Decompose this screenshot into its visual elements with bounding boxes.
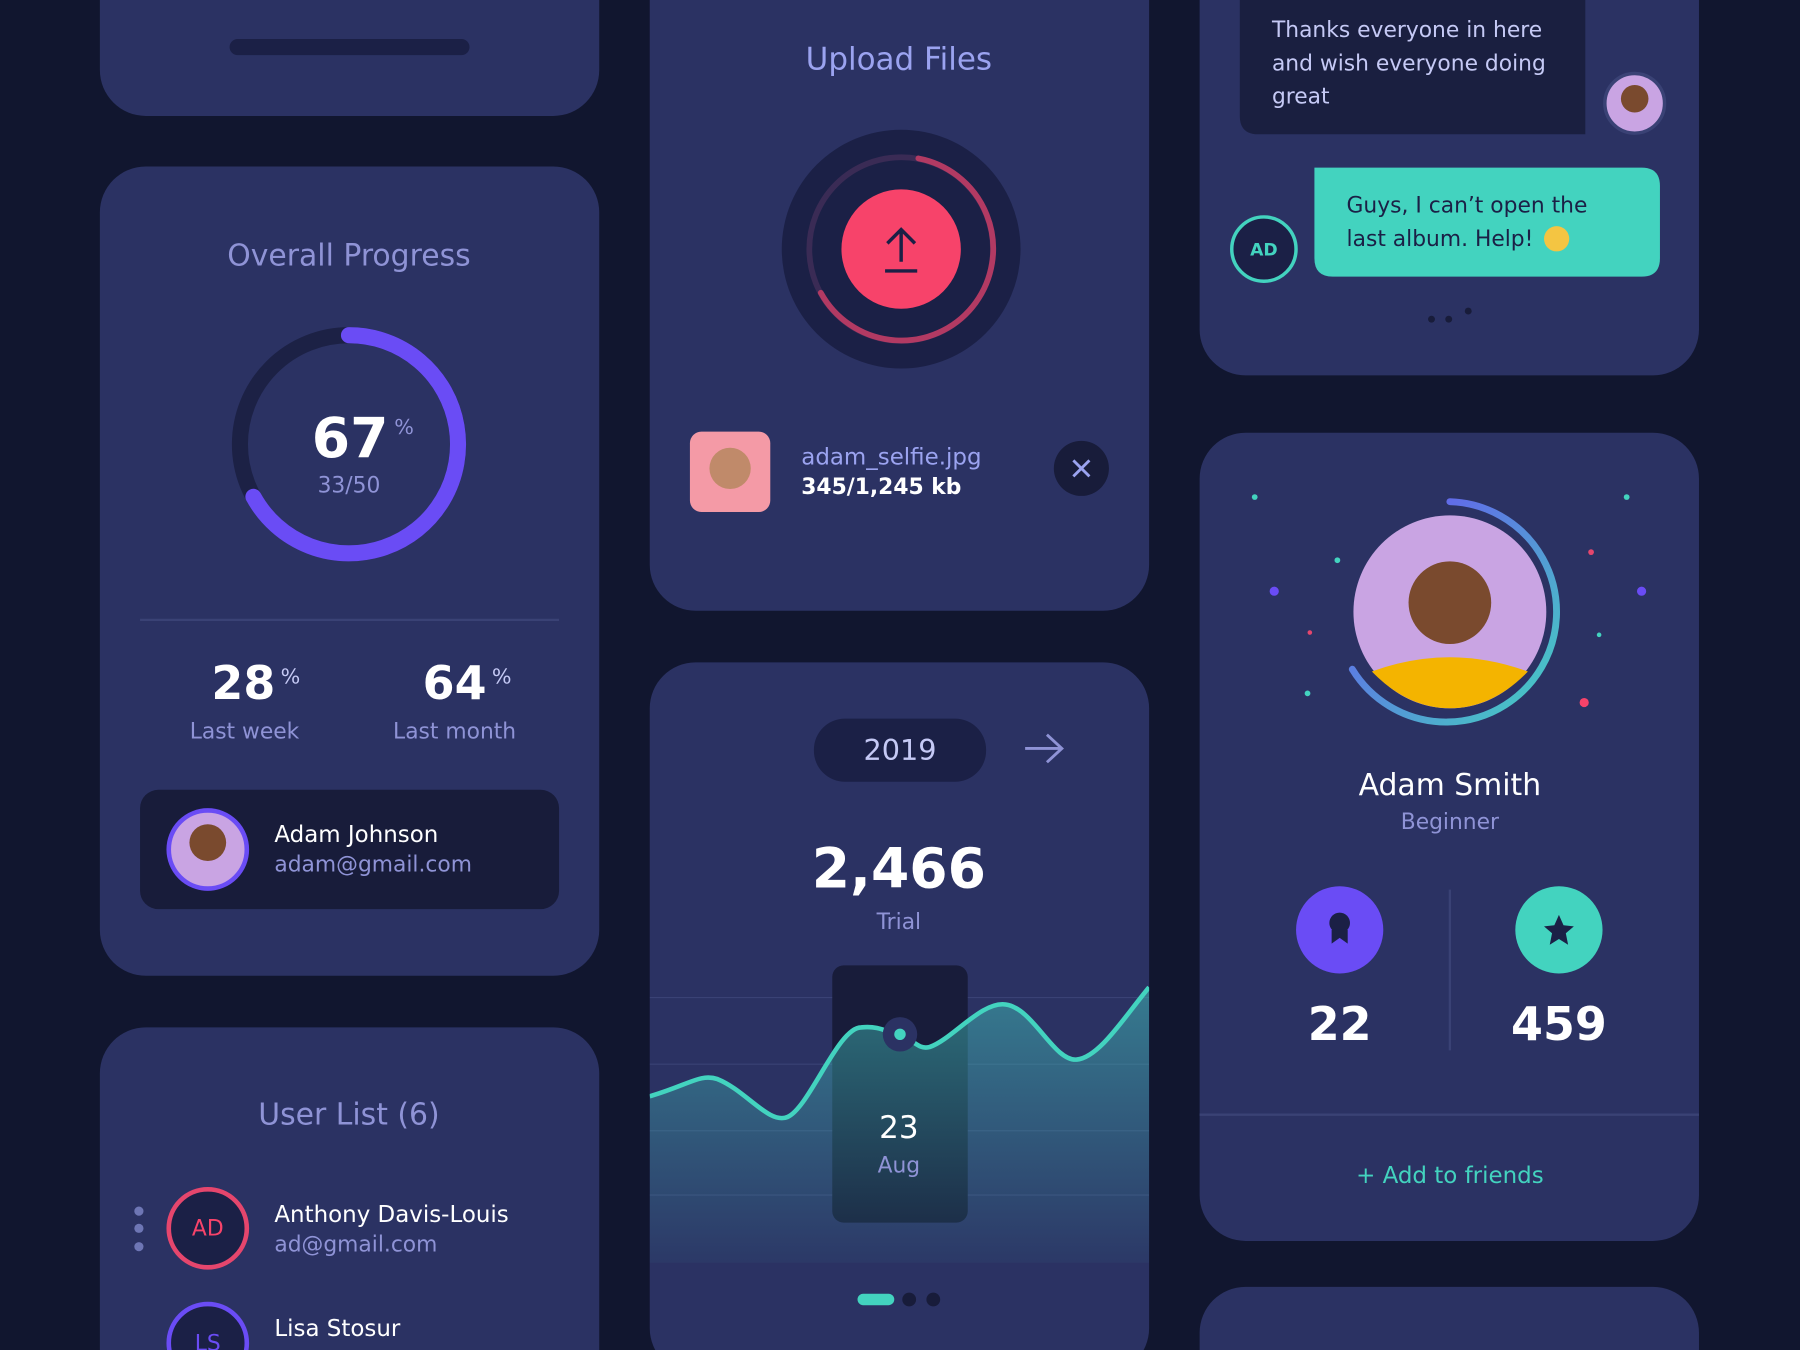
profile-name: Adam Smith: [1359, 768, 1542, 803]
file-progress: 345/1,245 kb: [801, 475, 961, 500]
message-line: great: [1272, 85, 1330, 110]
card: [99, 0, 600, 116]
badge-icon: [1331, 929, 1348, 944]
message-bubble: [1239, 0, 1586, 135]
initials: LS: [195, 1331, 221, 1350]
card: [1199, 1286, 1699, 1350]
shirt: [1371, 657, 1528, 709]
confetti: [1636, 586, 1647, 596]
avatar-face: [1620, 84, 1649, 113]
user-email: adam@gmail.com: [274, 853, 472, 878]
initials: AD: [192, 1216, 224, 1241]
thumbnail-face: [709, 447, 751, 490]
tooltip-month: Aug: [878, 1153, 921, 1178]
confetti: [1588, 549, 1594, 556]
avatar: [1230, 215, 1298, 283]
next-arrow[interactable]: [1025, 733, 1064, 764]
confetti: [1334, 557, 1341, 564]
emoji: [1544, 226, 1570, 252]
year-pill[interactable]: [813, 718, 987, 782]
file-name: adam_selfie.jpg: [801, 445, 981, 471]
title: Upload Files: [806, 41, 992, 77]
trend-chart: [649, 965, 1150, 1263]
star-icon: [1544, 914, 1574, 945]
page-dot[interactable]: [926, 1292, 941, 1307]
confetti: [1579, 697, 1589, 708]
percent: 67: [312, 406, 389, 470]
total: 2,466: [812, 837, 986, 901]
profile-card: [1199, 432, 1699, 1241]
tooltip-day: 23: [879, 1110, 918, 1146]
badge-icon: [1329, 912, 1350, 934]
message-line: last album. Help!: [1347, 227, 1534, 252]
title: User List (6): [258, 1097, 439, 1132]
typing-dot: [1428, 315, 1435, 323]
user-email: ad@gmail.com: [274, 1233, 437, 1258]
avatar: [166, 1186, 250, 1270]
area: [649, 987, 1150, 1263]
bar: [229, 39, 470, 56]
add-friend[interactable]: + Add to friends: [1356, 1163, 1544, 1189]
dot: [134, 1206, 144, 1216]
title: Overall Progress: [227, 239, 470, 274]
typing-dot: [1445, 315, 1453, 323]
profile-ring: [1348, 498, 1560, 726]
year: 2019: [863, 733, 936, 767]
unit: %: [492, 664, 512, 688]
confetti: [1269, 586, 1279, 596]
close-icon: [1072, 459, 1091, 478]
initials: AD: [1250, 240, 1278, 260]
user-box[interactable]: [140, 789, 560, 910]
stat-label: Last week: [190, 719, 300, 744]
upload-icon: [885, 227, 918, 273]
user-list-card: [99, 1027, 600, 1350]
stat: 28: [211, 656, 275, 710]
dial-arc: [817, 155, 997, 344]
point: [894, 1028, 906, 1041]
page-dot[interactable]: [857, 1293, 895, 1306]
avatar-face: [189, 824, 227, 861]
total-label: Trial: [876, 910, 922, 935]
progress-arc: [245, 327, 467, 562]
confetti: [1596, 632, 1602, 638]
dot: [134, 1223, 144, 1233]
progress-card: [99, 166, 600, 976]
message-line: Thanks everyone in here: [1271, 18, 1542, 43]
confetti: [1307, 630, 1313, 635]
typing-dot: [1464, 307, 1472, 315]
message-bubble: [1314, 167, 1660, 277]
confetti: [1304, 690, 1311, 697]
badge-count: 22: [1308, 997, 1372, 1051]
stat: 64: [423, 656, 487, 710]
confetti: [1251, 494, 1258, 500]
unit: %: [394, 415, 414, 439]
dot: [134, 1242, 144, 1252]
message-line: Guys, I can’t open the: [1347, 194, 1588, 219]
user-name: Anthony Davis-Louis: [274, 1202, 508, 1228]
avatar: [166, 1301, 250, 1350]
badge-count: 459: [1511, 997, 1607, 1051]
user-name: Adam Johnson: [274, 822, 438, 848]
unit: %: [281, 664, 301, 688]
confetti: [1623, 494, 1630, 500]
page-dot[interactable]: [902, 1292, 917, 1307]
face: [1408, 561, 1492, 645]
count: 33/50: [318, 474, 381, 499]
message-line: and wish everyone doing: [1272, 51, 1546, 76]
profile-level: Beginner: [1401, 810, 1499, 835]
stat-label: Last month: [393, 719, 516, 744]
user-name: Lisa Stosur: [274, 1316, 401, 1342]
